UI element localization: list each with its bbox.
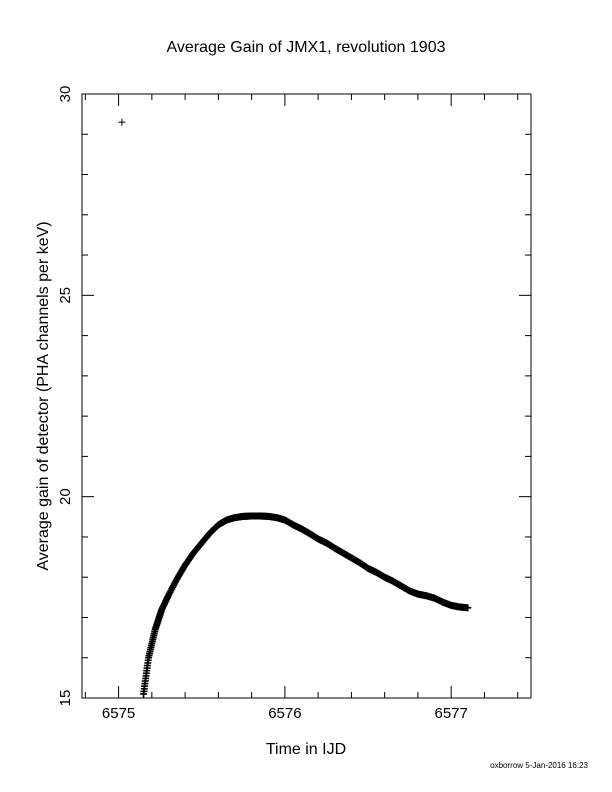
y-tick-label: 15 <box>57 690 74 707</box>
axis-ticks <box>82 93 531 699</box>
data-point <box>118 118 126 126</box>
y-tick-label: 20 <box>57 488 74 505</box>
footer-credit: oxborrow 5-Jan-2016 16:23 <box>490 761 588 770</box>
y-tick-label: 25 <box>57 287 74 304</box>
y-axis-label: Average gain of detector (PHA channels p… <box>35 221 52 570</box>
x-tick-label: 6576 <box>268 705 301 722</box>
tick-labels: 6575 6576 6577 15 20 25 30 <box>57 86 468 722</box>
y-tick-label: 30 <box>57 86 74 103</box>
data-point <box>464 604 472 612</box>
x-tick-label: 6577 <box>434 705 467 722</box>
plot-frame <box>81 93 532 699</box>
data-points <box>118 118 472 698</box>
chart-title: Average Gain of JMX1, revolution 1903 <box>167 39 446 56</box>
x-axis-label: Time in IJD <box>266 741 346 758</box>
x-tick-label: 6575 <box>102 705 135 722</box>
